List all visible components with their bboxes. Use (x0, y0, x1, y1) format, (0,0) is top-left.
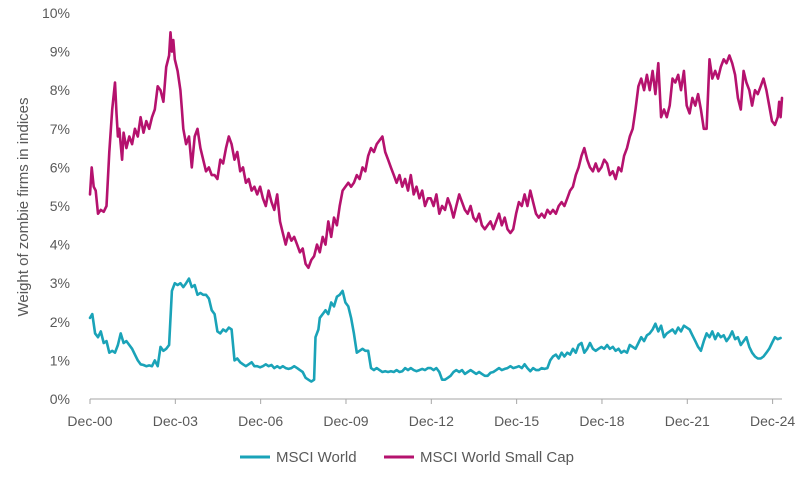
y-tick-label: 10% (42, 5, 70, 21)
y-tick-label: 0% (50, 391, 70, 407)
y-tick-label: 3% (50, 275, 70, 291)
x-tick-label: Dec-03 (153, 413, 198, 429)
y-axis: 0% 1% 2% 3% 4% 5% 6% 7% 8% 9% 10% (42, 5, 70, 407)
legend-label-msci-world-small-cap: MSCI World Small Cap (420, 449, 574, 466)
y-tick-label: 1% (50, 352, 70, 368)
x-tick-label: Dec-21 (665, 413, 710, 429)
series-layer (88, 30, 784, 383)
series-line-msci-world-small-cap (88, 30, 784, 270)
y-tick-label: 9% (50, 44, 70, 60)
x-tick-label: Dec-24 (750, 413, 795, 429)
y-tick-label: 4% (50, 237, 70, 253)
x-axis: Dec-00 Dec-03 Dec-06 Dec-09 Dec-12 Dec-15 Dec-… (67, 398, 795, 429)
legend: MSCI World MSCI World Small Cap (240, 449, 574, 466)
y-tick-label: 6% (50, 159, 70, 175)
y-tick-label: 2% (50, 314, 70, 330)
x-tick-label: Dec-18 (579, 413, 624, 429)
x-tick-label: Dec-15 (494, 413, 539, 429)
y-tick-label: 7% (50, 121, 70, 137)
x-tick-label: Dec-06 (238, 413, 283, 429)
x-tick-label: Dec-09 (323, 413, 368, 429)
y-axis-label: Weight of zombie firms in indices (15, 98, 32, 317)
x-tick-label: Dec-12 (409, 413, 454, 429)
y-tick-label: 5% (50, 198, 70, 214)
legend-label-msci-world: MSCI World (276, 449, 357, 466)
x-tick-label: Dec-00 (67, 413, 112, 429)
series-line-msci-world (88, 277, 782, 383)
y-tick-label: 8% (50, 82, 70, 98)
